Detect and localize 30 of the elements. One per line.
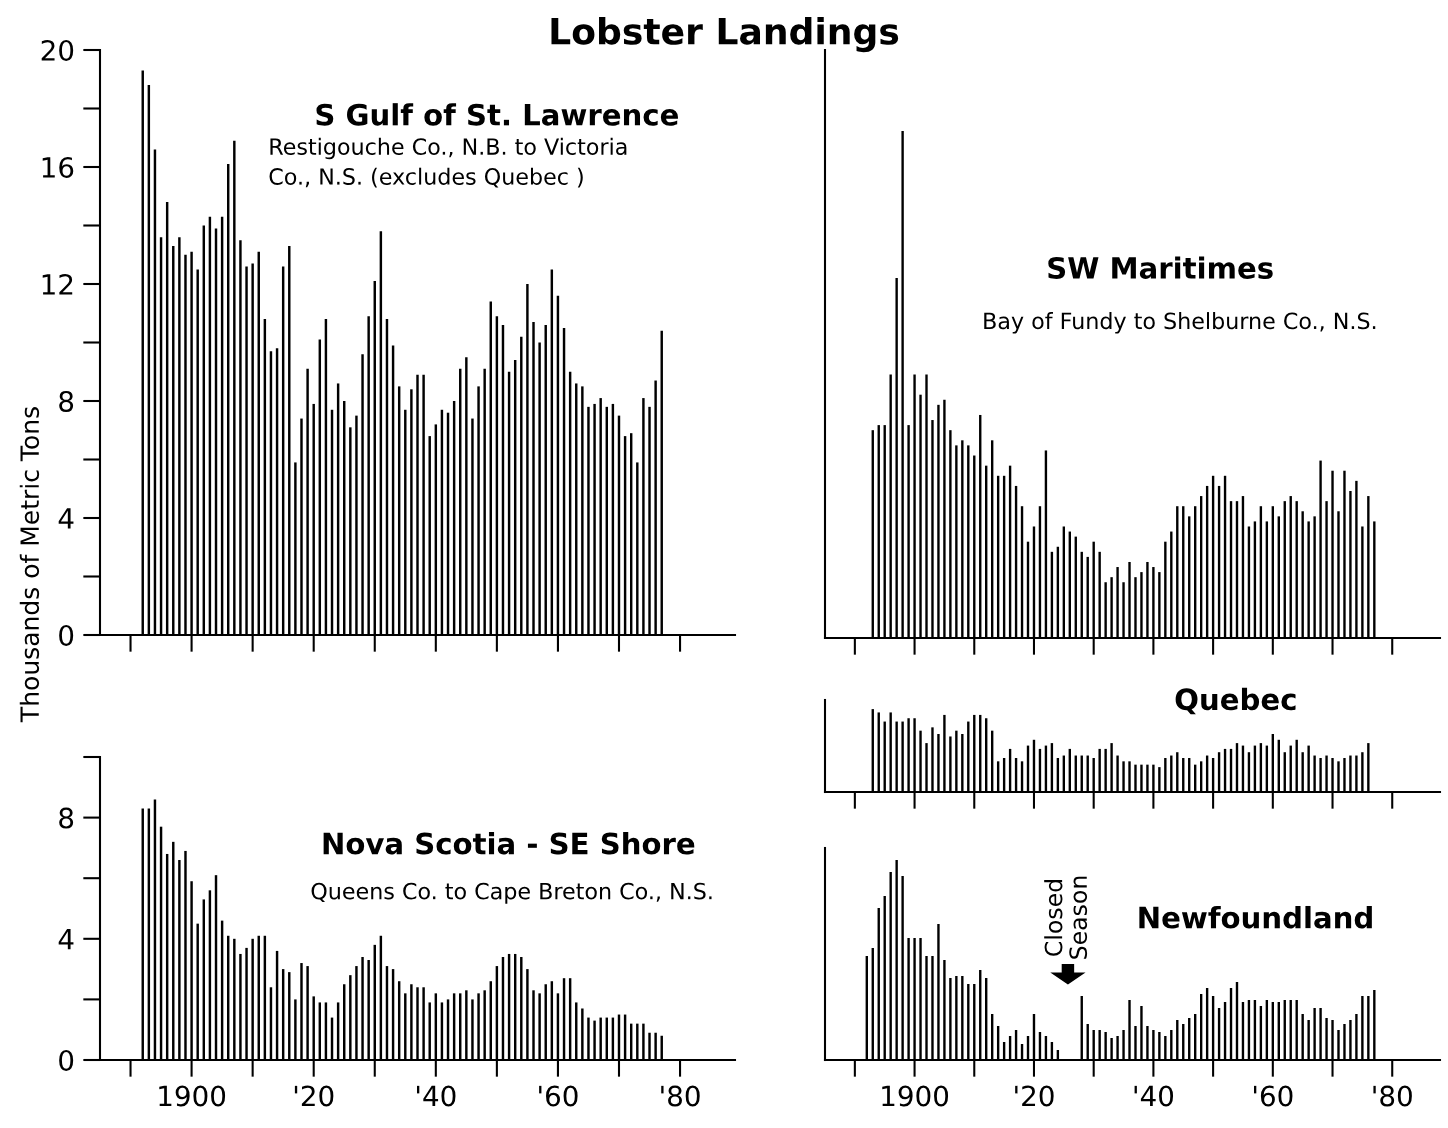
annotation: Lobster Landings bbox=[551, 16, 899, 53]
x-tick-label: '40 bbox=[1134, 1085, 1174, 1107]
text: Newfoundland bbox=[1139, 905, 1372, 929]
y-tick-label: 20 bbox=[41, 39, 74, 61]
y-tick-label: 0 bbox=[59, 1049, 74, 1071]
y-tick-label: 0 bbox=[59, 624, 74, 646]
text: SW Maritimes bbox=[1048, 256, 1273, 279]
y-tick-label: 8 bbox=[59, 807, 74, 829]
x-tick-label: '40 bbox=[417, 1085, 456, 1107]
text: S Gulf of St. Lawrence bbox=[316, 103, 678, 126]
y-tick-label: 12 bbox=[42, 273, 73, 295]
y-tick-label: 16 bbox=[42, 156, 74, 178]
x-tick-label: 1900 bbox=[159, 1085, 226, 1107]
y-axis-title: Thousands of Metric Tons bbox=[19, 407, 40, 723]
text: Bay of Fundy to Shelburne Co., N.S. bbox=[984, 312, 1376, 334]
chart-title: Quebec bbox=[1175, 687, 1296, 715]
x-tick-label: '60 bbox=[1254, 1085, 1293, 1107]
x-tick-label: '20 bbox=[1015, 1085, 1054, 1107]
y-tick-label: 4 bbox=[58, 929, 74, 950]
text: Queens Co. to Cape Breton Co., N.S. bbox=[311, 882, 712, 904]
x-tick-label: '20 bbox=[294, 1085, 334, 1107]
text: Restigouche Co., N.B. to Victoria Co., N.S. (excludes Quebec ) bbox=[269, 137, 627, 188]
x-tick-label: 1900 bbox=[882, 1085, 949, 1107]
text: Nova Scotia - SE Shore bbox=[323, 831, 695, 855]
y-tick-label: 8 bbox=[59, 390, 74, 412]
x-tick-label: '80 bbox=[661, 1085, 700, 1107]
x-tick-label: '80 bbox=[1373, 1085, 1412, 1107]
y-tick-label: 4 bbox=[58, 508, 74, 529]
annotation: Closed Season bbox=[1044, 876, 1088, 959]
x-tick-label: '60 bbox=[539, 1085, 578, 1107]
